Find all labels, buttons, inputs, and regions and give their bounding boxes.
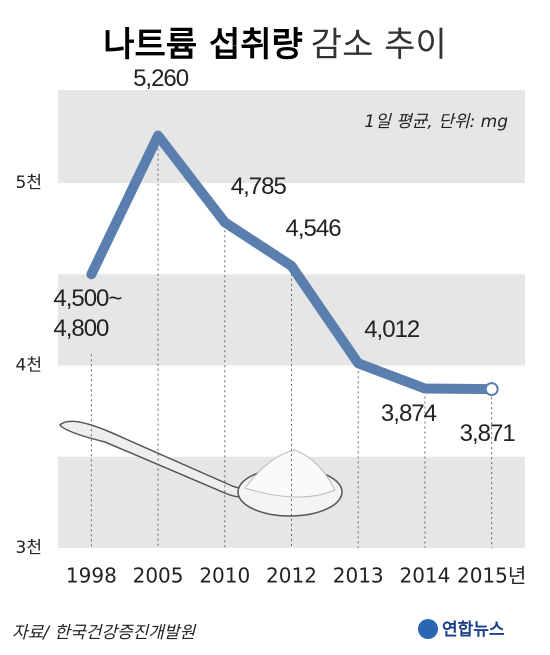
line xyxy=(86,130,497,395)
value-label: 4,012 xyxy=(364,316,420,344)
y-tick-label: 4천 xyxy=(16,356,42,376)
title-suffix: 감소 추이 xyxy=(311,25,447,65)
value-label: 4,785 xyxy=(230,173,287,201)
logo: 연합뉴스 xyxy=(442,619,505,640)
x-tick-label: 2005 xyxy=(133,564,184,588)
end-point xyxy=(484,382,499,397)
value-label: 3,871 xyxy=(459,420,516,448)
value-label: 5,260 xyxy=(133,64,189,92)
x-tick-label: 2010 xyxy=(199,564,250,588)
x-tick-label: 2014 xyxy=(399,564,450,588)
band xyxy=(58,90,525,184)
value-label: 3,874 xyxy=(380,399,437,427)
title-main: 나트륨 섭취량 xyxy=(103,25,303,65)
y-tick-label: 5천 xyxy=(16,173,42,193)
source: 자료/ 한국건강증진개발원 xyxy=(12,623,197,643)
x-tick-label: 1998 xyxy=(66,564,117,588)
spoon xyxy=(59,420,343,517)
x-tick-label: 2012 xyxy=(266,564,317,588)
chart-title: 나트륨 섭취량 감소 추이 xyxy=(103,25,446,65)
x-tick-label: 2013 xyxy=(333,564,384,588)
value-label: 4,500~ 4,800 xyxy=(53,285,122,343)
x-tick-label: 2015년 xyxy=(457,564,526,588)
value-label: 4,546 xyxy=(285,214,342,242)
note: 1일 평균, 단위: mg xyxy=(364,112,508,132)
logo-icon xyxy=(418,619,438,639)
y-tick-label: 3천 xyxy=(16,538,42,558)
